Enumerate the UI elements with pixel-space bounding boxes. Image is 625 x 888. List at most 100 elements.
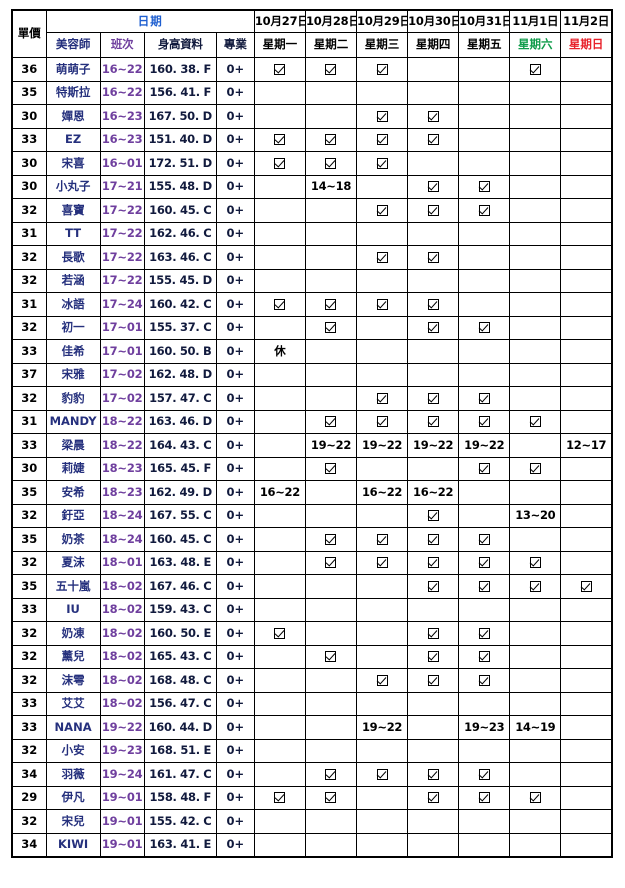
cell-day-6[interactable] (560, 738, 613, 763)
cell-day-3[interactable] (407, 574, 460, 599)
cell-day-0[interactable] (253, 57, 306, 82)
cell-day-5[interactable] (509, 198, 562, 223)
cell-day-2[interactable] (356, 644, 409, 669)
cell-day-0[interactable] (253, 574, 306, 599)
checkbox-checked-icon[interactable] (376, 63, 388, 75)
cell-day-5[interactable] (509, 621, 562, 646)
checkbox-checked-icon[interactable] (478, 392, 490, 404)
cell-day-1[interactable] (304, 221, 358, 246)
cell-day-5[interactable] (509, 315, 562, 340)
cell-day-6[interactable] (560, 151, 613, 176)
checkbox-checked-icon[interactable] (427, 110, 439, 122)
cell-day-3[interactable] (407, 550, 460, 575)
cell-day-2[interactable] (356, 198, 409, 223)
cell-day-5[interactable] (509, 151, 562, 176)
checkbox-checked-icon[interactable] (427, 557, 439, 568)
checkbox-checked-icon[interactable] (376, 204, 388, 216)
cell-day-6[interactable] (560, 245, 613, 270)
cell-day-0[interactable] (253, 527, 306, 552)
checkbox-checked-icon[interactable] (274, 63, 286, 75)
cell-day-1[interactable] (304, 127, 358, 152)
cell-day-0[interactable] (253, 785, 306, 810)
cell-day-5[interactable]: 13~20 (509, 503, 562, 528)
cell-day-3[interactable] (407, 198, 460, 223)
cell-day-1[interactable] (304, 574, 358, 599)
cell-day-4[interactable] (458, 362, 511, 387)
cell-day-5[interactable] (509, 832, 562, 857)
cell-day-5[interactable] (509, 221, 562, 246)
cell-day-0[interactable] (253, 268, 306, 293)
cell-day-5[interactable] (509, 809, 562, 834)
cell-day-6[interactable] (560, 268, 613, 293)
cell-day-3[interactable] (407, 221, 460, 246)
checkbox-checked-icon[interactable] (325, 416, 337, 427)
cell-day-1[interactable] (304, 480, 358, 505)
cell-day-5[interactable] (509, 245, 562, 270)
cell-day-5[interactable] (509, 456, 562, 481)
cell-day-4[interactable] (458, 809, 511, 834)
cell-day-5[interactable] (509, 550, 562, 575)
cell-day-2[interactable] (356, 151, 409, 176)
cell-day-3[interactable] (407, 621, 460, 646)
checkbox-checked-icon[interactable] (529, 557, 541, 568)
checkbox-checked-icon[interactable] (478, 674, 490, 686)
cell-day-1[interactable] (304, 268, 358, 293)
cell-day-1[interactable] (304, 785, 358, 810)
cell-day-3[interactable] (407, 292, 460, 317)
cell-day-3[interactable]: 19~22 (407, 433, 460, 458)
cell-day-4[interactable] (458, 268, 511, 293)
cell-day-4[interactable] (458, 80, 511, 105)
checkbox-checked-icon[interactable] (529, 63, 541, 75)
cell-day-4[interactable] (458, 644, 511, 669)
cell-day-1[interactable] (304, 503, 358, 528)
cell-day-0[interactable] (253, 456, 306, 481)
checkbox-checked-icon[interactable] (325, 557, 337, 568)
checkbox-checked-icon[interactable] (427, 533, 439, 545)
checkbox-checked-icon[interactable] (427, 580, 439, 592)
cell-day-6[interactable] (560, 198, 613, 223)
cell-day-6[interactable] (560, 691, 613, 716)
cell-day-1[interactable] (304, 386, 358, 411)
cell-day-0[interactable] (253, 597, 306, 622)
cell-day-2[interactable] (356, 362, 409, 387)
cell-day-2[interactable] (356, 621, 409, 646)
cell-day-3[interactable] (407, 174, 460, 199)
cell-day-4[interactable] (458, 57, 511, 82)
cell-day-6[interactable] (560, 57, 613, 82)
cell-day-6[interactable] (560, 221, 613, 246)
cell-day-6[interactable] (560, 386, 613, 411)
checkbox-checked-icon[interactable] (478, 416, 490, 427)
cell-day-4[interactable] (458, 738, 511, 763)
cell-day-1[interactable] (304, 198, 358, 223)
checkbox-checked-icon[interactable] (478, 204, 490, 216)
cell-day-3[interactable] (407, 738, 460, 763)
cell-day-5[interactable] (509, 785, 562, 810)
cell-day-2[interactable] (356, 315, 409, 340)
cell-day-1[interactable] (304, 691, 358, 716)
cell-day-6[interactable] (560, 127, 613, 152)
cell-day-1[interactable]: 19~22 (304, 433, 358, 458)
cell-day-6[interactable]: 12~17 (560, 433, 613, 458)
checkbox-checked-icon[interactable] (376, 416, 388, 427)
cell-day-1[interactable] (304, 456, 358, 481)
cell-day-0[interactable] (253, 738, 306, 763)
checkbox-checked-icon[interactable] (427, 134, 439, 145)
cell-day-6[interactable] (560, 339, 613, 364)
cell-day-0[interactable] (253, 762, 306, 787)
cell-day-5[interactable] (509, 362, 562, 387)
cell-day-0[interactable] (253, 315, 306, 340)
cell-day-2[interactable] (356, 762, 409, 787)
checkbox-checked-icon[interactable] (376, 157, 388, 169)
cell-day-6[interactable] (560, 597, 613, 622)
checkbox-checked-icon[interactable] (529, 463, 541, 474)
cell-day-5[interactable] (509, 644, 562, 669)
cell-day-2[interactable] (356, 221, 409, 246)
cell-day-3[interactable] (407, 245, 460, 270)
cell-day-5[interactable] (509, 174, 562, 199)
cell-day-5[interactable]: 14~19 (509, 715, 562, 740)
cell-day-5[interactable] (509, 762, 562, 787)
cell-day-0[interactable] (253, 832, 306, 857)
cell-day-0[interactable] (253, 433, 306, 458)
cell-day-0[interactable]: 16~22 (253, 480, 306, 505)
cell-day-5[interactable] (509, 668, 562, 693)
